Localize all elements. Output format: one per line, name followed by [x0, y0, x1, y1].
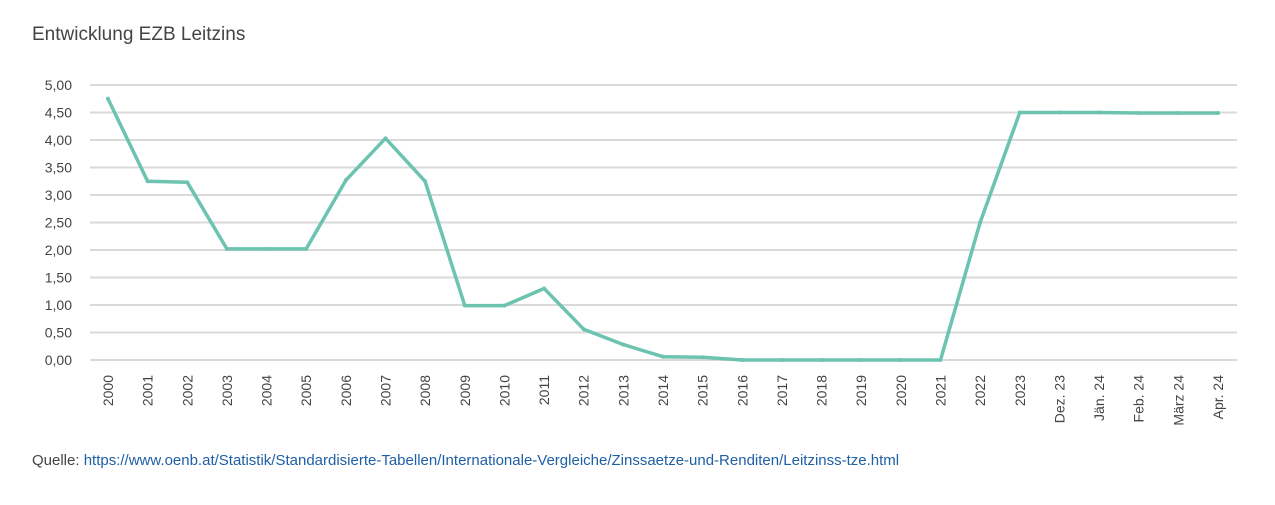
- source-line: Quelle: https://www.oenb.at/Statistik/St…: [32, 452, 899, 469]
- source-label: Quelle:: [32, 452, 80, 469]
- x-tick-label: 2020: [893, 375, 909, 406]
- data-point: [462, 303, 467, 308]
- data-point: [661, 354, 665, 359]
- y-tick-label: 1,00: [45, 297, 72, 313]
- data-point: [581, 327, 586, 332]
- data-point: [502, 303, 507, 308]
- x-tick-label: 2011: [536, 375, 552, 405]
- data-point: [224, 246, 229, 251]
- data-point: [1057, 110, 1062, 115]
- data-point: [1216, 111, 1220, 116]
- x-axis-ticks: 2000 2001 2002 2003 2004 2005 2006 2007 2008 2009…: [100, 375, 1226, 426]
- y-tick-label: 2,00: [45, 242, 72, 258]
- x-tick-label: Feb. 24: [1131, 375, 1147, 423]
- data-point: [185, 180, 190, 185]
- data-point: [740, 358, 745, 362]
- data-point: [542, 286, 547, 291]
- x-tick-label: 2022: [972, 375, 988, 406]
- x-tick-label: 2017: [774, 375, 790, 406]
- series-line: [106, 97, 1220, 362]
- data-point: [938, 358, 943, 362]
- data-point: [978, 220, 983, 225]
- x-tick-label: 2019: [853, 375, 869, 406]
- data-point: [1176, 111, 1181, 116]
- x-tick-label: 2001: [140, 375, 156, 406]
- x-tick-label: 2000: [100, 375, 116, 406]
- x-tick-label: 2013: [615, 375, 631, 406]
- data-point: [819, 358, 824, 362]
- x-tick-label: Jän. 24: [1091, 375, 1107, 421]
- x-tick-label: 2008: [417, 375, 433, 406]
- data-point: [383, 136, 388, 141]
- x-tick-label: 2009: [457, 375, 473, 406]
- x-tick-label: März 24: [1170, 375, 1186, 426]
- y-tick-label: 0,00: [45, 352, 72, 368]
- data-point: [898, 358, 903, 362]
- x-tick-label: 2004: [259, 375, 275, 406]
- x-tick-label: 2014: [655, 375, 671, 406]
- x-tick-label: 2016: [734, 375, 750, 406]
- x-tick-label: 2006: [338, 375, 354, 406]
- data-point: [1136, 111, 1141, 116]
- y-tick-label: 5,00: [45, 77, 72, 93]
- data-point: [1017, 110, 1022, 115]
- y-tick-label: 4,00: [45, 132, 72, 148]
- data-point: [145, 179, 150, 184]
- x-tick-label: 2005: [298, 375, 314, 406]
- grid-lines: [90, 84, 1237, 361]
- x-tick-label: 2007: [378, 375, 394, 406]
- x-tick-label: 2018: [814, 375, 830, 406]
- y-tick-label: 3,00: [45, 187, 72, 203]
- data-point: [106, 96, 110, 101]
- x-tick-label: 2021: [933, 375, 949, 406]
- data-point: [621, 342, 626, 347]
- x-tick-label: 2010: [496, 375, 512, 406]
- chart-title: Entwicklung EZB Leitzins: [32, 24, 246, 45]
- series-group: [106, 96, 1220, 362]
- x-tick-label: 2002: [179, 375, 195, 406]
- x-tick-label: Dez. 23: [1051, 375, 1067, 423]
- y-tick-label: 0,50: [45, 325, 72, 341]
- data-point: [1097, 110, 1102, 115]
- data-point: [264, 246, 269, 251]
- data-point: [423, 179, 428, 184]
- y-tick-label: 2,50: [45, 215, 72, 231]
- y-tick-label: 1,50: [45, 270, 72, 286]
- y-tick-label: 3,50: [45, 160, 72, 176]
- data-point: [343, 178, 348, 183]
- x-tick-label: 2012: [576, 375, 592, 406]
- y-axis-ticks: 0,00 0,50 1,00 1,50 2,00 2,50 3,00 3,50 4,00 4,50…: [45, 77, 72, 368]
- x-tick-label: 2003: [219, 375, 235, 406]
- x-tick-label: 2015: [695, 375, 711, 406]
- data-point: [859, 358, 864, 362]
- data-point: [700, 355, 705, 360]
- y-tick-label: 4,50: [45, 105, 72, 121]
- source-link[interactable]: https://www.oenb.at/Statistik/Standardis…: [83, 452, 900, 469]
- x-tick-label: 2023: [1012, 375, 1028, 406]
- data-point: [779, 358, 784, 362]
- x-tick-label: Apr. 24: [1210, 375, 1226, 420]
- data-point: [304, 246, 309, 251]
